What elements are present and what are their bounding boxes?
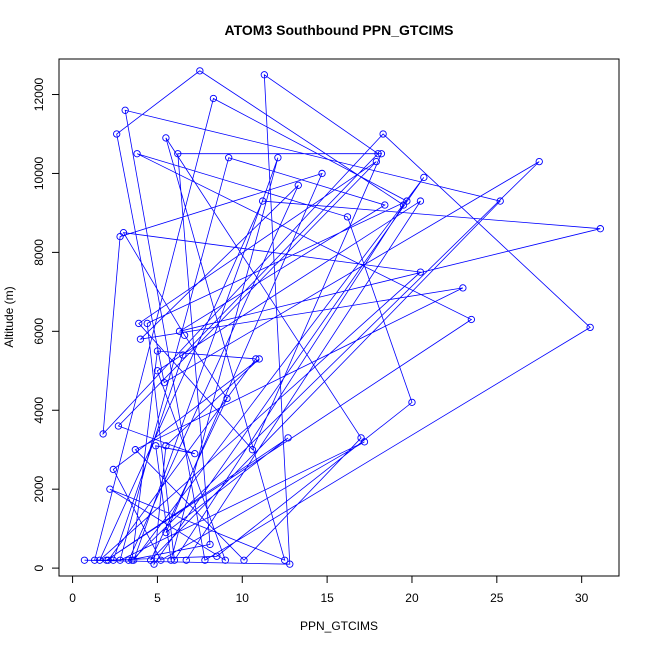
data-point: [374, 150, 382, 158]
data-point: [225, 154, 233, 162]
data-point: [121, 106, 129, 114]
data-point: [116, 556, 124, 564]
data-point: [135, 319, 143, 328]
data-point: [150, 560, 158, 568]
data-point: [294, 181, 302, 189]
data-point: [90, 556, 99, 564]
data-point: [196, 67, 204, 75]
data-point: [258, 197, 267, 205]
data-point: [240, 556, 248, 564]
data-point: [133, 150, 141, 158]
y-axis: 0 2000 4000 6000 8000 10000 12000: [32, 78, 60, 571]
data-point: [160, 378, 168, 387]
data-point: [284, 434, 292, 442]
data-point: [152, 442, 160, 450]
data-point: [174, 150, 182, 158]
data-point: [191, 450, 199, 458]
x-axis-label: PPN_GTCIMS: [300, 619, 378, 633]
x-tick-label: 20: [405, 591, 419, 605]
data-point: [201, 556, 209, 564]
data-point: [381, 201, 389, 209]
x-tick-label: 15: [320, 591, 334, 605]
data-point: [372, 157, 380, 166]
data-point: [596, 225, 604, 233]
data-point: [416, 197, 425, 205]
data-point: [274, 154, 282, 162]
data-point: [252, 355, 260, 363]
x-axis: 0 5 10 15 20 25 30: [69, 575, 589, 605]
data-point: [379, 130, 387, 138]
data-point: [179, 351, 187, 359]
x-tick-label: 10: [236, 591, 250, 605]
chart-title: ATOM3 Southbound PPN_GTCIMS: [225, 22, 454, 38]
data-point: [153, 347, 162, 355]
data-point: [586, 323, 594, 332]
x-tick-label: 25: [490, 591, 504, 605]
data-point: [106, 485, 114, 493]
data-point: [175, 327, 184, 335]
data-point: [399, 201, 408, 209]
data-point: [131, 446, 140, 454]
data-point: [119, 228, 128, 237]
y-tick-label: 6000: [32, 318, 46, 345]
data-point: [80, 556, 89, 564]
data-point: [281, 556, 289, 564]
data-point: [248, 446, 257, 454]
series-line: [84, 70, 601, 566]
data-point: [255, 355, 263, 363]
y-tick-label: 2000: [32, 476, 46, 503]
plot-frame: [58, 58, 620, 577]
data-point: [535, 157, 543, 166]
data-point: [180, 331, 189, 339]
data-point: [377, 150, 386, 158]
y-tick-label: 12000: [32, 78, 46, 112]
data-point: [496, 197, 504, 205]
data-point: [467, 315, 476, 324]
data-point: [209, 94, 218, 103]
y-tick-label: 8000: [32, 239, 46, 266]
data-point: [420, 173, 428, 182]
data-point: [213, 552, 221, 560]
data-point: [416, 268, 425, 276]
y-axis-label: Altitude (m): [2, 286, 16, 347]
data-series: [80, 67, 604, 568]
data-point: [357, 434, 365, 442]
data-point: [162, 134, 170, 142]
data-point: [182, 556, 190, 564]
data-point: [318, 169, 326, 178]
data-point: [343, 213, 352, 221]
data-point: [153, 367, 162, 375]
data-point: [124, 556, 133, 564]
x-tick-label: 0: [69, 591, 76, 605]
data-point: [162, 442, 170, 450]
data-point: [260, 71, 268, 79]
data-point: [167, 556, 175, 564]
x-tick-label: 5: [154, 591, 161, 605]
data-point: [162, 528, 170, 537]
data-point: [143, 319, 151, 328]
data-point: [109, 465, 117, 474]
data-point: [136, 335, 145, 343]
data-point: [408, 398, 416, 407]
data-point: [459, 284, 467, 292]
y-tick-label: 10000: [32, 156, 46, 190]
data-point: [221, 556, 229, 564]
x-tick-label: 30: [575, 591, 589, 605]
y-tick-label: 4000: [32, 397, 46, 424]
data-point: [223, 394, 231, 403]
data-point: [99, 430, 107, 438]
data-point: [113, 130, 121, 138]
data-point: [130, 556, 138, 564]
data-point: [286, 560, 294, 568]
y-tick-label: 0: [32, 564, 46, 571]
data-point: [170, 556, 179, 564]
data-point: [206, 540, 214, 549]
data-point: [96, 556, 104, 564]
data-point: [157, 556, 165, 564]
data-point: [114, 422, 123, 430]
